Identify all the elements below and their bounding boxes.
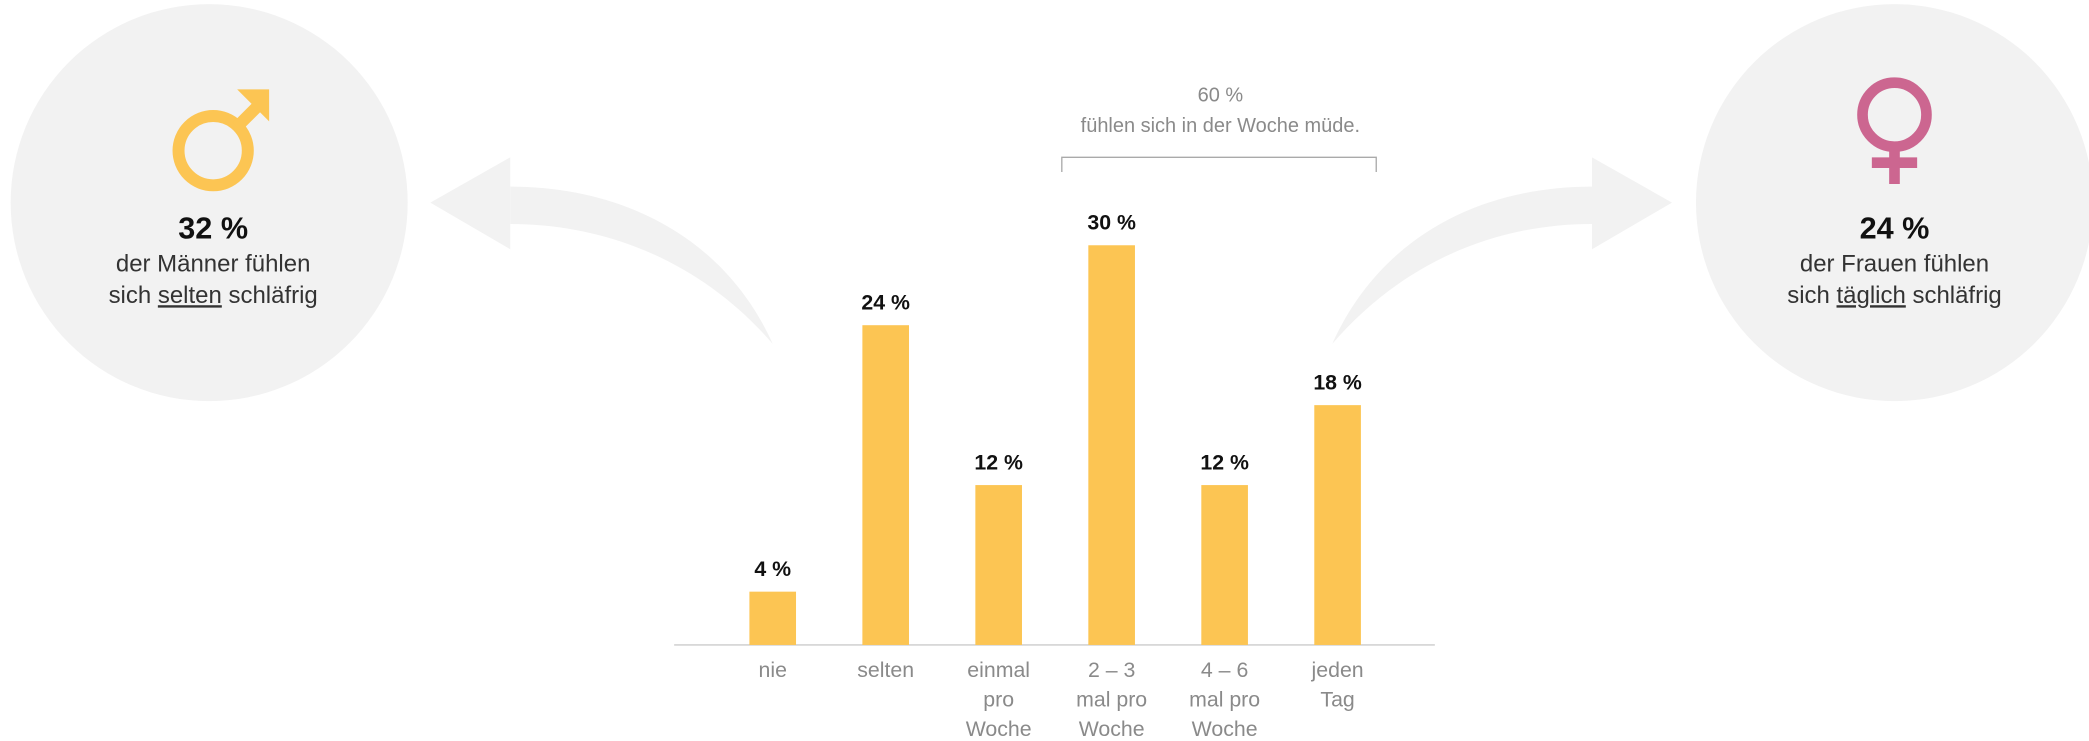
x-tick-label: mal pro — [1076, 688, 1147, 712]
right-text: sich täglich schläfrig — [1787, 283, 2002, 310]
text-part: sich — [1787, 283, 1836, 310]
annotation-bracket — [1061, 156, 1377, 172]
left-text: sich selten schläfrig — [109, 283, 318, 310]
left-text: der Männer fühlen — [116, 251, 311, 278]
bar — [975, 485, 1022, 645]
value-label: 18 % — [1313, 370, 1362, 394]
x-tick-label: 4 – 6 — [1201, 658, 1248, 682]
x-tick-label: Woche — [966, 717, 1032, 741]
x-tick-label: selten — [857, 658, 914, 682]
right-value: 24 % — [1860, 212, 1930, 246]
text-part: täglich — [1837, 283, 1906, 310]
value-label: 24 % — [861, 291, 910, 315]
value-label: 12 % — [974, 450, 1023, 474]
x-tick-label: einmal — [967, 658, 1030, 682]
text-part: sich — [109, 283, 158, 310]
text-part: selten — [158, 283, 222, 310]
x-tick-label: 2 – 3 — [1088, 658, 1135, 682]
bar — [1314, 405, 1361, 645]
bar — [862, 325, 910, 645]
bar — [1088, 245, 1135, 645]
value-label: 30 % — [1087, 211, 1136, 235]
x-tick-label: pro — [983, 688, 1014, 712]
male-icon — [172, 89, 270, 192]
left-circle — [10, 4, 408, 402]
x-tick-label: nie — [759, 658, 787, 682]
right-text: der Frauen fühlen — [1800, 251, 1989, 278]
left-arrow — [430, 157, 773, 344]
value-label: 12 % — [1200, 450, 1249, 474]
text-part: schläfrig — [1906, 283, 2002, 310]
text-part: schläfrig — [222, 283, 318, 310]
x-tick-label: Tag — [1320, 688, 1354, 712]
x-tick-label: mal pro — [1189, 688, 1260, 712]
right-arrow — [1332, 157, 1672, 344]
right-circle — [1696, 4, 2089, 402]
value-label: 4 % — [754, 557, 791, 581]
x-tick-label: jeden — [1311, 658, 1364, 682]
x-tick-label: Woche — [1192, 717, 1258, 741]
bar — [1201, 485, 1248, 645]
annotation-text: fühlen sich in der Woche müde. — [1081, 115, 1360, 137]
x-tick-label: Woche — [1079, 717, 1145, 741]
annotation-value: 60 % — [1198, 84, 1244, 106]
female-icon — [1857, 77, 1932, 184]
bar — [749, 591, 797, 645]
left-value: 32 % — [178, 212, 248, 246]
